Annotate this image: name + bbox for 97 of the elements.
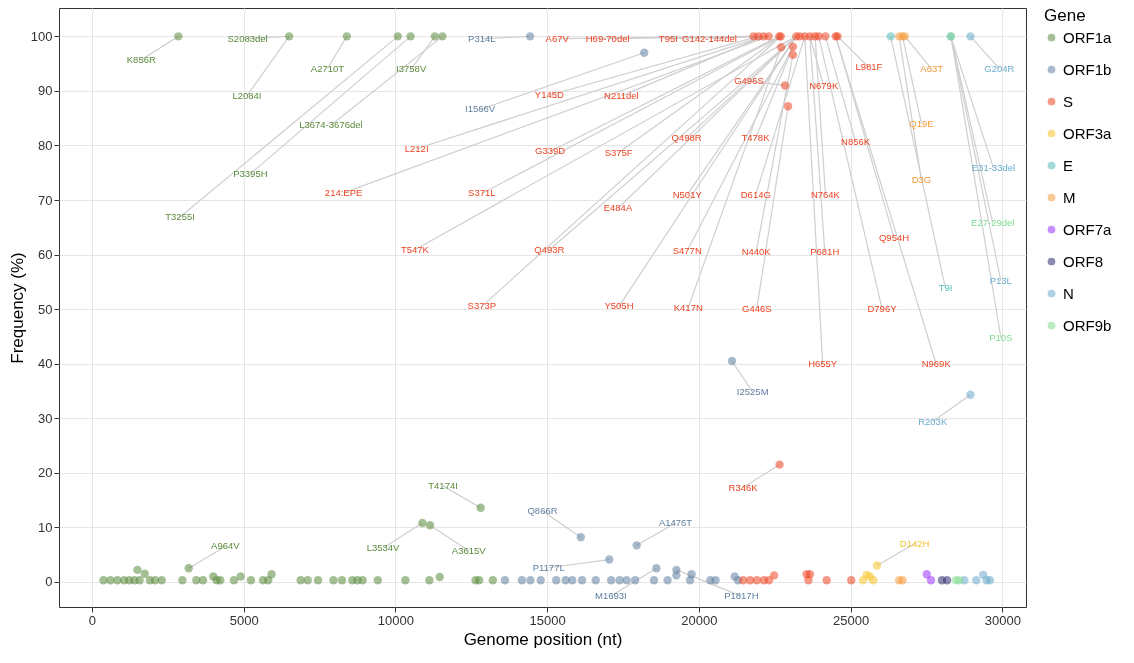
y-tick-label: 60	[38, 247, 53, 263]
annotation: H69-70del	[585, 32, 630, 44]
annotation: S2083del	[227, 32, 268, 44]
annotation: P13L	[989, 274, 1012, 286]
x-tick-label: 5000	[229, 612, 259, 628]
annotation: A63T	[920, 63, 944, 75]
annotation: D796Y	[867, 302, 898, 314]
annotation: L2084I	[232, 89, 262, 101]
annotation: K417N	[673, 301, 703, 313]
annotation: P3395H	[233, 167, 268, 179]
y-axis-title: Frequency (%)	[7, 252, 27, 364]
annotation: G446S	[742, 302, 772, 314]
legend-label: ORF1a	[1063, 28, 1112, 46]
annotation: Q866R	[527, 504, 558, 516]
legend-label: ORF8	[1063, 252, 1104, 270]
y-tick-label: 20	[38, 465, 53, 481]
x-tick-label: 30000	[984, 612, 1021, 628]
annotation: A67V	[545, 32, 570, 44]
annotation: G142-144del	[682, 32, 737, 44]
annotation: N969K	[921, 358, 952, 370]
legend-label: S	[1063, 92, 1074, 110]
annotation: N764K	[810, 188, 841, 200]
annotation: M1693I	[595, 590, 627, 602]
annotation: Q498R	[671, 131, 702, 143]
annotation: Q19E	[909, 117, 934, 129]
annotation: Y145D	[534, 89, 565, 101]
x-tick-label: 15000	[529, 612, 566, 628]
annotation: T95I	[658, 32, 678, 44]
x-tick-label: 0	[88, 612, 97, 628]
annotation: T478K	[741, 132, 771, 144]
annotation: H655Y	[808, 358, 838, 370]
annotation: I1566V	[465, 103, 496, 115]
legend-label: ORF1b	[1063, 60, 1112, 78]
annotation: L3534V	[366, 542, 401, 554]
annotation: E31-33del	[971, 161, 1016, 173]
annotation: N501Y	[672, 188, 703, 200]
annotation: S373P	[467, 300, 497, 312]
annotation: N679K	[809, 80, 839, 92]
annotation: P10S	[989, 331, 1013, 343]
legend-label: N	[1063, 284, 1074, 302]
annotation: L3674-3676del	[299, 119, 363, 131]
y-tick-label: 50	[38, 301, 53, 317]
annotation: N856K	[841, 135, 871, 147]
annotation: T4174I	[428, 479, 458, 491]
legend-label: E	[1063, 156, 1074, 174]
annotation: Y505H	[604, 300, 634, 312]
annotation: N440K	[741, 245, 772, 257]
legend-label: ORF7a	[1063, 220, 1112, 238]
annotation: E27-29del	[971, 217, 1015, 229]
y-tick-label: 0	[45, 574, 53, 590]
annotation: Q954H	[878, 231, 910, 243]
annotation: D142H	[899, 537, 930, 549]
annotation: T9I	[938, 282, 953, 294]
annotation: N211del	[604, 89, 639, 101]
annotation: Q493R	[534, 243, 565, 255]
x-tick-label: 20000	[681, 612, 718, 628]
legend-title: Gene	[1044, 6, 1086, 25]
annotation: K856R	[126, 53, 156, 65]
annotation: I3758V	[396, 63, 427, 75]
legend-label: ORF3a	[1063, 124, 1112, 142]
annotation: A964V	[211, 540, 241, 552]
y-tick-label: 70	[38, 192, 53, 208]
annotation: P681H	[810, 245, 840, 257]
legend-label: ORF9b	[1063, 316, 1112, 334]
annotation: 214:EPE	[324, 186, 363, 198]
y-tick-label: 10	[38, 519, 53, 535]
annotation: T3255I	[165, 210, 195, 222]
annotation: E484A	[603, 202, 633, 214]
x-tick-label: 25000	[833, 612, 870, 628]
annotation: G339D	[534, 145, 566, 157]
legend-label: M	[1063, 188, 1076, 206]
annotation: S371L	[468, 187, 496, 199]
annotation: R203K	[918, 415, 948, 427]
y-tick-label: 100	[30, 28, 53, 44]
x-tick-label: 10000	[377, 612, 414, 628]
y-tick-label: 40	[38, 356, 53, 372]
annotation: A2710T	[310, 62, 345, 74]
y-tick-label: 30	[38, 410, 53, 426]
annotation: D3G	[911, 174, 932, 186]
y-tick-label: 90	[38, 83, 53, 99]
x-axis-title: Genome position (nt)	[463, 629, 623, 649]
annotation: P1177L	[532, 561, 565, 573]
y-tick-label: 80	[38, 137, 53, 153]
annotation: A1476T	[658, 516, 693, 528]
annotation: R346K	[728, 481, 759, 493]
annotation: I2525M	[736, 386, 769, 398]
annotation: A3615V	[451, 544, 487, 556]
annotation: P1817H	[724, 590, 759, 602]
annotation: G496S	[734, 75, 764, 87]
annotation: S375F	[604, 146, 633, 158]
annotation: L212I	[404, 142, 429, 154]
annotation: G204R	[984, 62, 1015, 74]
annotation: L981F	[855, 61, 883, 73]
annotation: T547K	[400, 243, 430, 255]
annotation: D614G	[740, 188, 771, 200]
annotation: P314L	[468, 32, 496, 44]
annotation: S477N	[672, 244, 702, 256]
